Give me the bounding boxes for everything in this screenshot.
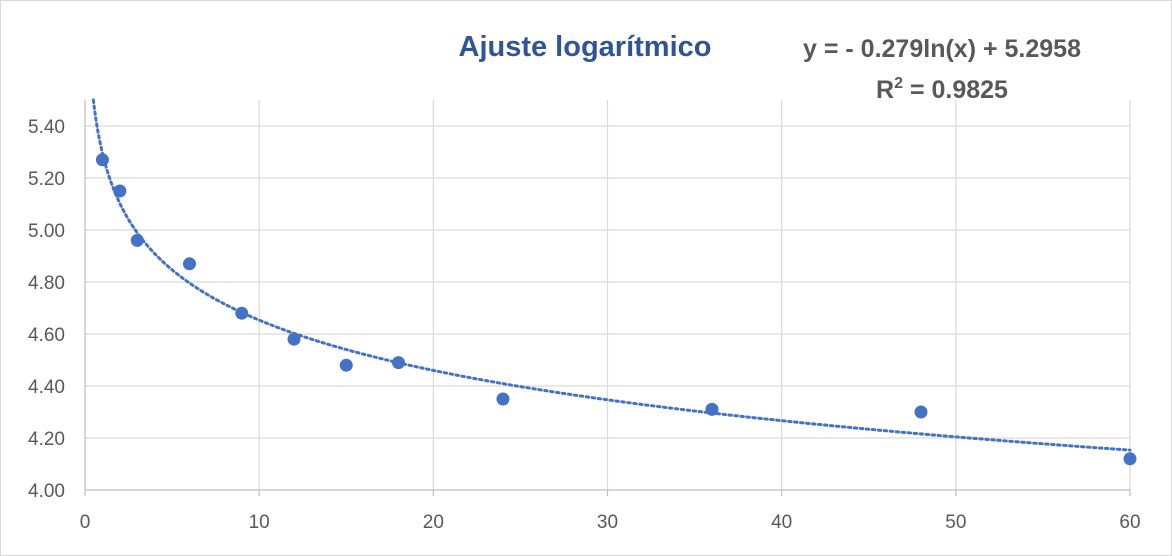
x-tick-label: 10 xyxy=(249,512,270,533)
x-tick-label: 40 xyxy=(771,512,792,533)
data-point xyxy=(1123,452,1137,466)
data-point xyxy=(95,153,109,167)
data-points xyxy=(95,153,1137,466)
data-point xyxy=(914,405,928,419)
tick-labels: 0 10 20 30 40 50 60 4.00 4.20 4.40 4.60 4.80 5.00 5.2… xyxy=(28,117,1141,533)
r-squared-superscript: 2 xyxy=(894,75,903,92)
data-point xyxy=(287,332,301,346)
x-tick-label: 30 xyxy=(597,512,618,533)
r-squared-prefix: R xyxy=(876,76,894,104)
y-tick-label: 4.60 xyxy=(28,325,65,346)
trendline-path xyxy=(91,98,1132,452)
y-tick-label: 4.80 xyxy=(28,273,65,294)
chart-title: Ajuste logarítmico xyxy=(459,31,712,63)
y-tick-label: 4.40 xyxy=(28,377,65,398)
x-tick-label: 50 xyxy=(945,512,966,533)
data-point xyxy=(130,233,144,247)
trendline-equation: y = - 0.279ln(x) + 5.2958 xyxy=(803,35,1081,63)
y-tick-label: 4.00 xyxy=(28,481,65,502)
data-point xyxy=(113,184,127,198)
y-tick-label: 5.00 xyxy=(28,221,65,242)
data-point xyxy=(705,402,719,416)
r-squared-label: R2 = 0.9825 xyxy=(876,75,1008,104)
y-tick-label: 5.40 xyxy=(28,117,65,138)
data-point xyxy=(235,306,249,320)
data-point xyxy=(183,257,196,271)
x-tick-label: 60 xyxy=(1119,512,1140,533)
r-squared-value: = 0.9825 xyxy=(903,76,1008,104)
data-point xyxy=(392,356,405,370)
trendline xyxy=(91,98,1132,452)
data-point xyxy=(496,392,510,406)
x-tick-label: 20 xyxy=(423,512,444,533)
data-point xyxy=(339,358,353,372)
axes xyxy=(84,100,1131,496)
x-tick-label: 0 xyxy=(80,512,91,533)
y-tick-label: 5.20 xyxy=(28,169,65,190)
y-tick-label: 4.20 xyxy=(28,429,65,450)
